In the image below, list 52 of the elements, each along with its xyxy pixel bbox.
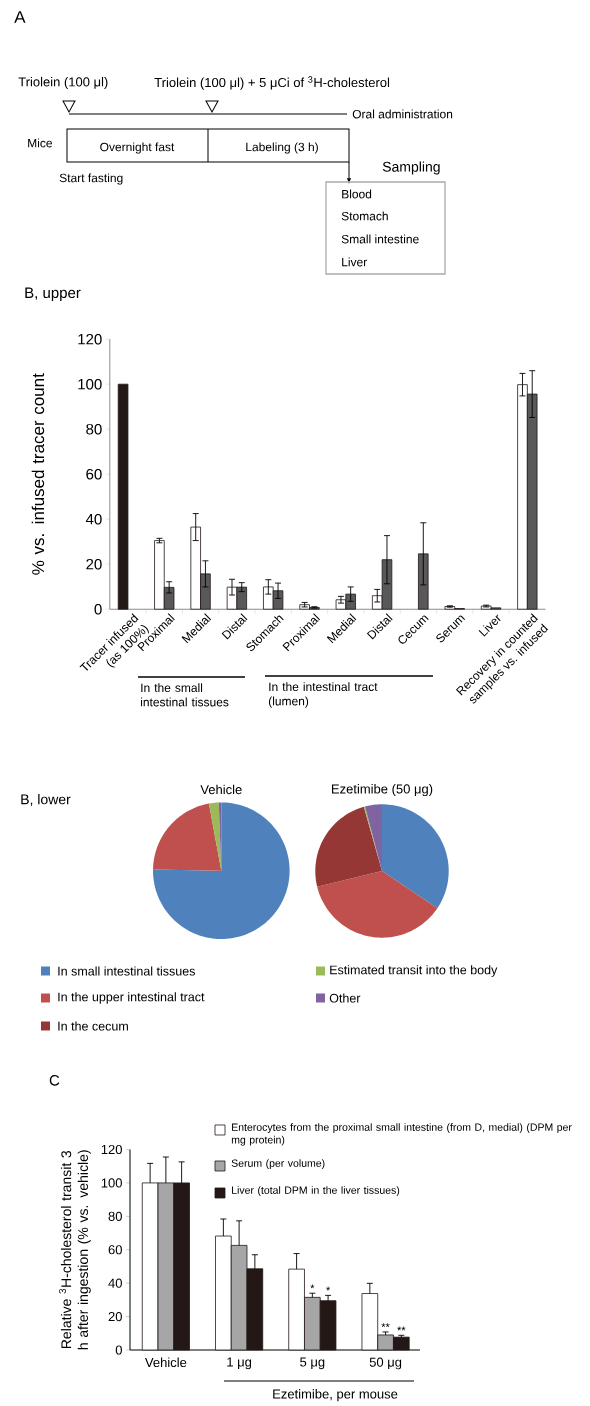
legend-label: Estimated transit into the body bbox=[330, 965, 498, 977]
chart-title: Vehicle bbox=[200, 784, 242, 795]
y-tick-label: 40 bbox=[108, 1278, 122, 1288]
legend-label: Liver (total DPM in the liver tissues) bbox=[232, 1186, 400, 1196]
annotation: ** bbox=[381, 1323, 390, 1328]
y-tick-label: 60 bbox=[86, 468, 102, 480]
text: In the intestinal tract (lumen) bbox=[268, 682, 378, 708]
text: Sampling bbox=[382, 161, 440, 175]
y-tick-label: 100 bbox=[101, 1178, 122, 1188]
x-tick-label: 5 μg bbox=[300, 1357, 325, 1370]
x-axis-title: Ezetimibe, per mouse bbox=[273, 1389, 398, 1402]
text: Small intestine bbox=[341, 234, 419, 244]
y-tick-label: 0 bbox=[94, 603, 102, 615]
annotation: ** bbox=[397, 1326, 406, 1331]
x-tick-label: Vehicle bbox=[144, 1357, 187, 1368]
text: A bbox=[14, 11, 26, 23]
legend-label: In small intestinal tissues bbox=[58, 966, 195, 976]
text: Triolein (100 μl) + 5 μCi of $^{3}$H-cholesterol bbox=[154, 76, 390, 90]
x-tick-label: 50 μg bbox=[369, 1357, 402, 1370]
y-tick-label: 120 bbox=[78, 333, 102, 345]
chart-title: B, upper bbox=[25, 287, 81, 302]
x-tick-label: 1 μg bbox=[227, 1357, 252, 1370]
text: Triolein (100 μl) bbox=[18, 76, 108, 90]
y-tick-label: 120 bbox=[101, 1144, 122, 1155]
y-tick-label: 100 bbox=[78, 378, 102, 390]
legend-label: Serum (per volume) bbox=[231, 1159, 325, 1169]
chart-title: Ezetimibe (50 μg) bbox=[332, 783, 433, 797]
text: Overnight fast bbox=[100, 142, 175, 154]
legend-label: Enterocytes from the proximal small intestine (from D, medial) (DPM per mg protein) bbox=[231, 1123, 572, 1146]
text: B, lower bbox=[21, 794, 71, 806]
text: Start fasting bbox=[59, 173, 123, 185]
text: Labeling (3 h) bbox=[246, 142, 318, 154]
legend-label: Other bbox=[329, 993, 361, 1003]
y-tick-label: 20 bbox=[108, 1311, 122, 1322]
y-tick-label: 80 bbox=[86, 423, 102, 435]
annotation: * bbox=[310, 1284, 315, 1289]
text: Stomach bbox=[341, 211, 388, 221]
legend-label: In the cecum bbox=[58, 1021, 128, 1031]
y-tick-label: 60 bbox=[108, 1245, 122, 1255]
text: In the small intestinal tissues bbox=[141, 683, 229, 707]
text: Oral administration bbox=[352, 109, 453, 119]
legend-label: In the upper intestinal tract bbox=[58, 992, 205, 1004]
text: Blood bbox=[342, 189, 372, 199]
annotation: * bbox=[326, 1286, 331, 1291]
text: Mice bbox=[28, 138, 52, 148]
y-tick-label: 0 bbox=[115, 1345, 122, 1355]
y-tick-label: 20 bbox=[86, 558, 102, 570]
text: Liver bbox=[342, 257, 368, 267]
y-axis-title: % vs. infused tracer count bbox=[31, 373, 45, 575]
y-tick-label: 40 bbox=[85, 513, 102, 525]
y-tick-label: 80 bbox=[108, 1211, 122, 1221]
chart-title: C bbox=[49, 1075, 60, 1086]
